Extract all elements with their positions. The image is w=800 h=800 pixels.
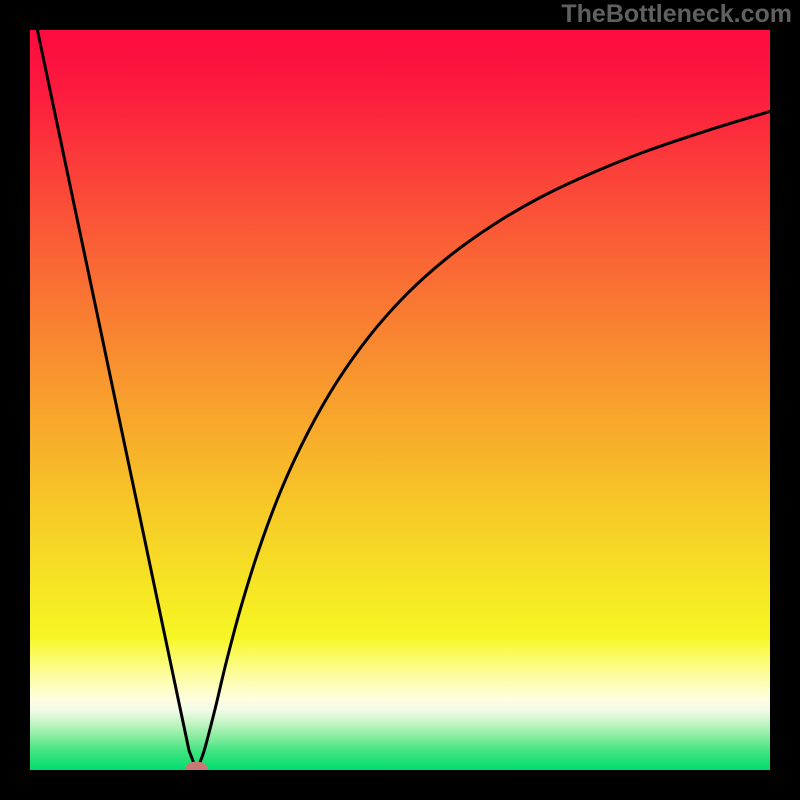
chart-container: TheBottleneck.com (0, 0, 800, 800)
plot-area (30, 30, 770, 770)
watermark-text: TheBottleneck.com (561, 0, 792, 29)
chart-svg (0, 0, 800, 800)
